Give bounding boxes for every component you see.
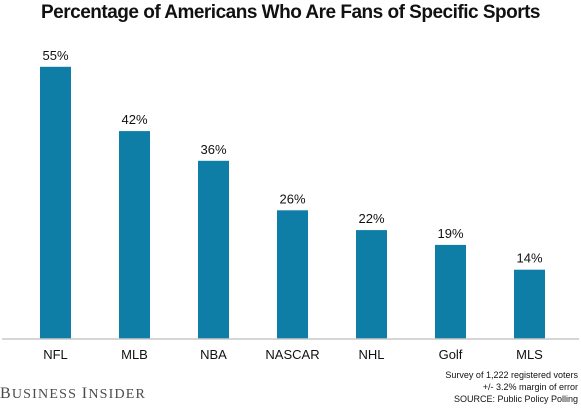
labels-layer: 55% 42% 36% 26% 22% 19% 14% [42, 48, 542, 266]
margin-note: +/- 3.2% margin of error [482, 382, 578, 392]
bar-nascar [277, 210, 308, 339]
x-tick-label-nba: NBA [200, 347, 227, 362]
data-label-golf: 19% [437, 226, 463, 241]
x-tick-label-mls: MLS [516, 347, 543, 362]
bar-golf [435, 244, 466, 339]
x-tick-label-nfl: NFL [43, 347, 68, 362]
survey-note: Survey of 1,222 registered voters [445, 370, 578, 380]
bar-mls [514, 269, 545, 339]
logo-text: BUSINESS INSIDER [0, 385, 147, 402]
data-label-mls: 14% [516, 251, 542, 266]
source-credit: SOURCE: Public Policy Polling [453, 394, 578, 404]
business-insider-logo: BUSINESS INSIDER [0, 385, 146, 403]
tick-labels-layer: NFL MLB NBA NASCAR NHL Golf MLS [43, 347, 543, 362]
data-label-nba: 36% [200, 142, 226, 157]
bar-mlb [119, 131, 150, 339]
data-label-nascar: 26% [279, 191, 305, 206]
data-label-nfl: 55% [42, 48, 68, 63]
x-tick-label-golf: Golf [439, 347, 463, 362]
data-label-nhl: 22% [358, 211, 384, 226]
bar-nhl [356, 230, 387, 339]
bars-layer [40, 66, 545, 340]
source-note: Survey of 1,222 registered voters +/- 3.… [378, 369, 578, 405]
bar-nfl [40, 66, 71, 340]
chart-title: Percentage of Americans Who Are Fans of … [41, 2, 541, 23]
x-tick-label-mlb: MLB [121, 347, 148, 362]
x-tick-label-nhl: NHL [358, 347, 384, 362]
bar-nba [198, 160, 229, 339]
x-tick-label-nascar: NASCAR [265, 347, 319, 362]
data-label-mlb: 42% [121, 112, 147, 127]
